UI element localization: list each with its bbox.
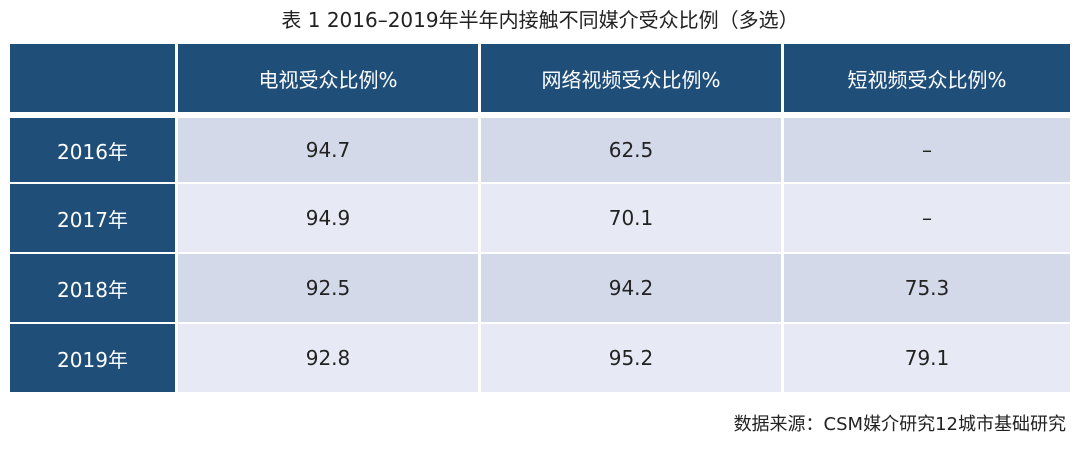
table-cell: 79.1 — [784, 324, 1070, 392]
table-cell: 94.7 — [178, 118, 478, 182]
table-cell: – — [784, 184, 1070, 252]
table-cell: – — [784, 118, 1070, 182]
row-label: 2018年 — [10, 254, 175, 322]
header-corner — [10, 44, 175, 112]
table-cell: 92.8 — [178, 324, 478, 392]
table-cell: 94.2 — [481, 254, 781, 322]
column-header: 网络视频受众比例% — [481, 44, 781, 112]
table-cell: 92.5 — [178, 254, 478, 322]
table-cell: 75.3 — [784, 254, 1070, 322]
table: 电视受众比例% 网络视频受众比例% 短视频受众比例% 2016年 94.7 62.5– 20… — [10, 44, 1070, 392]
column-header: 电视受众比例% — [178, 44, 478, 112]
table-cell: 95.2 — [481, 324, 781, 392]
column-header: 短视频受众比例% — [784, 44, 1070, 112]
row-label: 2016年 — [10, 118, 175, 182]
row-label: 2017年 — [10, 184, 175, 252]
source-note: 数据来源：CSM媒介研究12城市基础研究 — [733, 414, 1066, 435]
table-title: 表 1 2016–2019年半年内接触不同媒介受众比例（多选） — [281, 8, 799, 32]
row-label: 2019年 — [10, 324, 175, 392]
table-cell: 62.5 — [481, 118, 781, 182]
table-cell: 94.9 — [178, 184, 478, 252]
table-cell: 70.1 — [481, 184, 781, 252]
